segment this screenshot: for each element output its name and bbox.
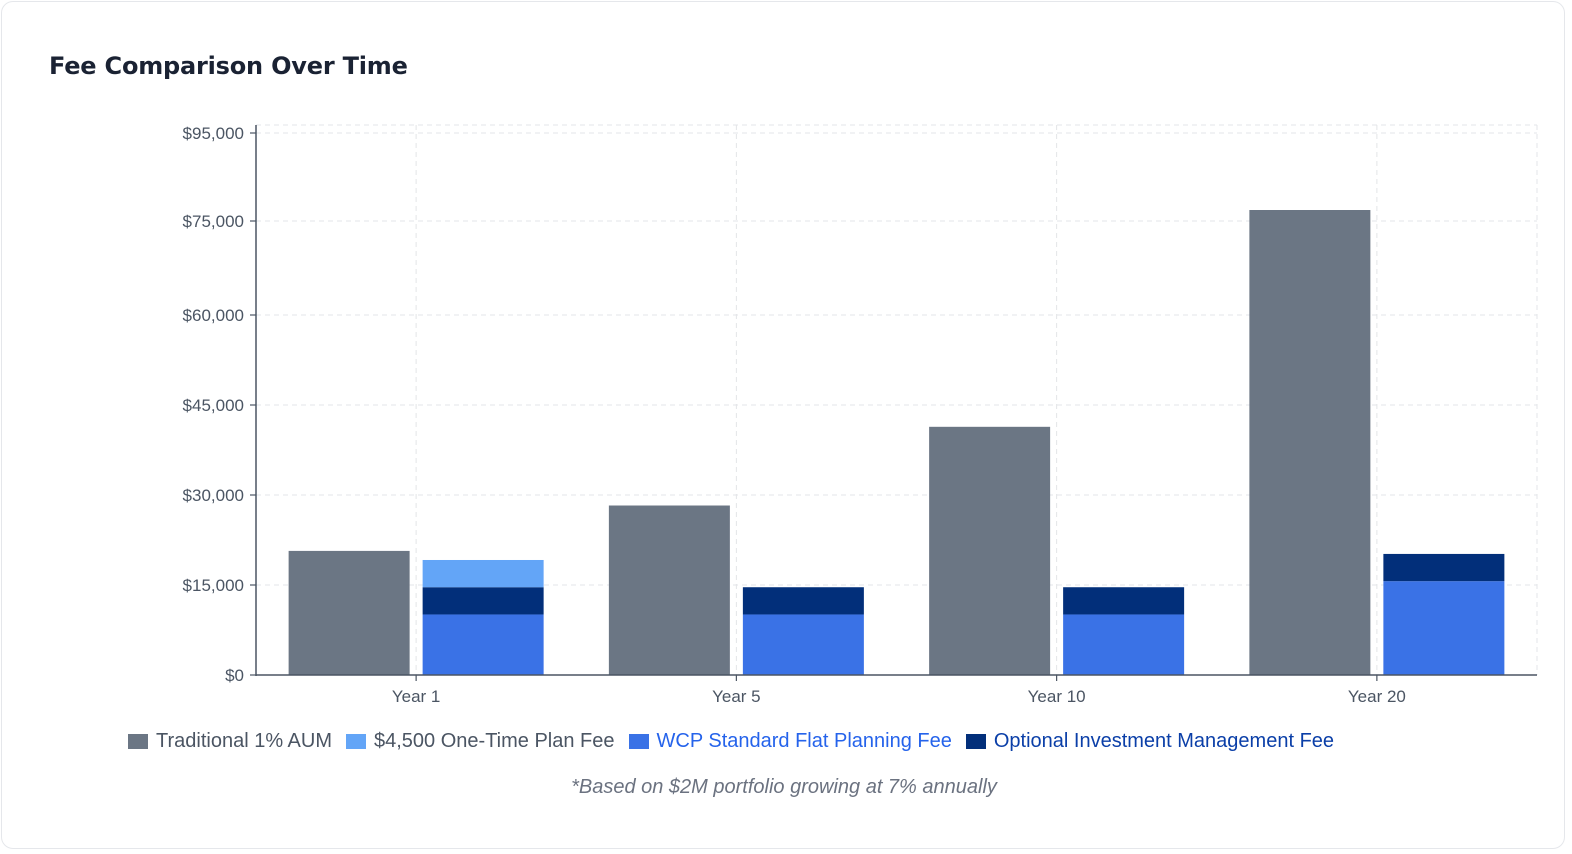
bar-optional-investment-management-fee-year-20: [1383, 553, 1505, 582]
bar-wcp-standard-flat-planning-fee-year-20: [1383, 581, 1505, 675]
bar-traditional-1-aum-year-5: [608, 505, 730, 675]
legend-label: Optional Investment Management Fee: [993, 730, 1335, 752]
chart-legend: Traditional 1% AUM $4,500 One-Time Plan F…: [128, 730, 1348, 753]
y-tick-label: $75,000: [183, 212, 244, 231]
fee-comparison-chart: $0 $15,000 $30,000 $45,000 $60,000 $75,000 $95…: [183, 124, 1538, 706]
y-tick-label: $15,000: [183, 576, 244, 595]
x-tick-label-year-10: Year 10: [1028, 687, 1086, 706]
legend-swatch: [628, 734, 649, 749]
x-tick-label-year-5: Year 5: [712, 687, 761, 706]
bar-traditional-1-aum-year-20: [1249, 210, 1371, 675]
bar-optional-investment-management-fee-year-1: [422, 587, 544, 615]
x-tick-label-year-20: Year 20: [1348, 687, 1406, 706]
bar-4-500-one-time-plan-fee-year-1: [422, 559, 544, 588]
y-tick-label: $45,000: [183, 396, 244, 415]
bar-traditional-1-aum-year-1: [288, 550, 410, 675]
y-tick-label: $0: [225, 666, 244, 685]
legend-item-wcp-standard-flat-planning-fee: WCP Standard Flat Planning Fee: [628, 730, 952, 753]
bar-wcp-standard-flat-planning-fee-year-1: [422, 614, 544, 675]
y-tick-label: $30,000: [183, 486, 244, 505]
legend-item-4-500-one-time-plan-fee: $4,500 One-Time Plan Fee: [346, 730, 615, 753]
legend-item-optional-investment-management-fee: Optional Investment Management Fee: [965, 730, 1335, 753]
bar-traditional-1-aum-year-10: [929, 426, 1051, 675]
bar-wcp-standard-flat-planning-fee-year-10: [1063, 614, 1185, 675]
legend-swatch: [965, 734, 986, 749]
legend-swatch: [128, 734, 148, 749]
legend-item-traditional-1-aum: Traditional 1% AUM: [128, 730, 332, 753]
bar-optional-investment-management-fee-year-5: [742, 587, 864, 615]
chart-footnote: *Based on $2M portfolio growing at 7% an…: [571, 776, 997, 798]
legend-label: WCP Standard Flat Planning Fee: [656, 730, 952, 752]
chart-title: Fee Comparison Over Time: [49, 52, 408, 80]
legend-label: Traditional 1% AUM: [156, 730, 332, 752]
y-tick-label: $60,000: [183, 306, 244, 325]
y-tick-label: $95,000: [183, 124, 244, 143]
x-tick-label-year-1: Year 1: [392, 687, 441, 706]
legend-swatch: [346, 734, 366, 749]
bar-wcp-standard-flat-planning-fee-year-5: [742, 614, 864, 675]
legend-label: $4,500 One-Time Plan Fee: [374, 730, 615, 752]
bar-optional-investment-management-fee-year-10: [1063, 587, 1185, 615]
